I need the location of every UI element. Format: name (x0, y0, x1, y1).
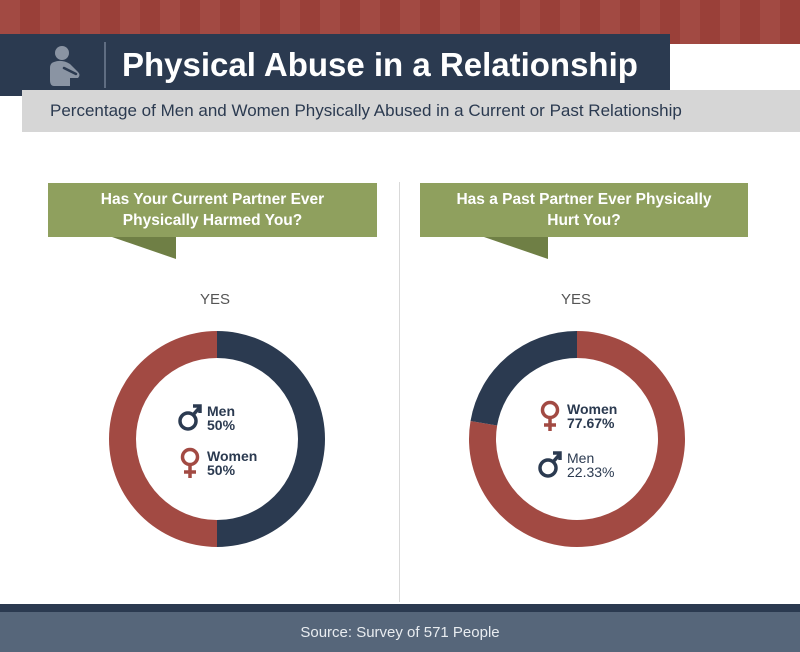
footer-rule (0, 604, 800, 612)
chart-1-question-banner: Has Your Current Partner Ever Physically… (48, 183, 377, 237)
chart-2-banner-tail (484, 237, 548, 259)
legend-value: 50% (207, 462, 236, 478)
legend-label: Women (207, 448, 258, 464)
footer-source: Source: Survey of 571 People (0, 612, 800, 652)
page-title: Physical Abuse in a Relationship (122, 46, 638, 83)
chart-2-donut (469, 331, 685, 547)
chart-2-legend-women: Women 77.67% (537, 400, 617, 432)
chart-1-banner-tail (112, 237, 176, 259)
female-icon (180, 447, 200, 478)
chart-2-legend-men: Men 22.33% (537, 449, 614, 481)
page-subtitle: Percentage of Men and Women Physically A… (50, 101, 682, 120)
donut-slice-men (217, 331, 325, 547)
subtitle-bar: Percentage of Men and Women Physically A… (22, 90, 800, 132)
chart-1-legend-men: Men 50% (177, 402, 235, 434)
legend-label: Women (567, 401, 618, 417)
legend-label: Men (207, 403, 235, 419)
column-divider (399, 182, 400, 602)
donut-slice-women (109, 331, 217, 547)
legend-value: 22.33% (567, 464, 615, 480)
sad-person-icon (50, 46, 80, 86)
donut-slice-men (470, 331, 577, 426)
legend-value: 77.67% (567, 415, 615, 431)
chart-1-yes-label: YES (199, 291, 230, 308)
legend-value: 50% (207, 417, 236, 433)
female-icon (540, 400, 560, 431)
chart-1-legend-women: Women 50% (177, 447, 257, 479)
title-bar: Physical Abuse in a Relationship (0, 34, 670, 96)
legend-label: Men (567, 450, 595, 466)
male-icon (178, 404, 202, 431)
chart-2-yes-label: YES (560, 291, 591, 308)
chart-1-donut (109, 331, 325, 547)
title-separator (104, 42, 106, 88)
male-icon (538, 451, 562, 478)
chart-2-question-banner: Has a Past Partner Ever Physically Hurt … (420, 183, 748, 237)
